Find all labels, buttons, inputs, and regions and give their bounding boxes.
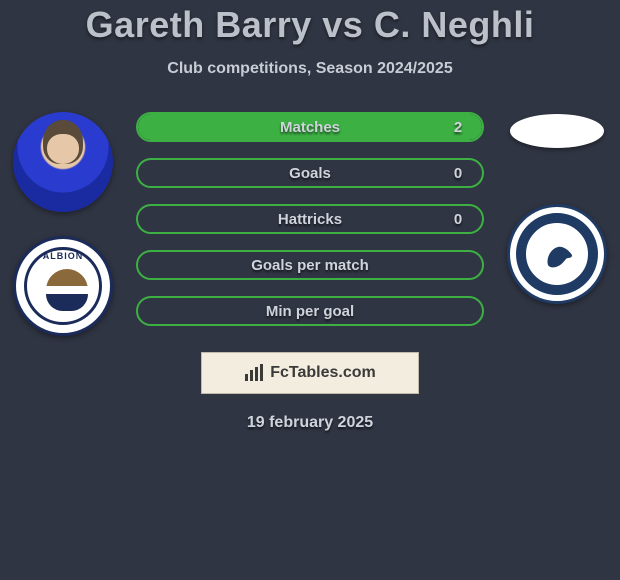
footer-brand-box[interactable]: FcTables.com — [201, 352, 419, 394]
stat-right-value: 0 — [434, 211, 482, 228]
stat-label: Hattricks — [186, 211, 434, 228]
stat-bar-goals: Goals 0 — [136, 158, 484, 188]
stat-label: Goals per match — [186, 257, 434, 274]
bar-chart-icon — [244, 364, 264, 382]
stat-bar-goals-per-match: Goals per match — [136, 250, 484, 280]
albion-badge-text: ALBION — [43, 251, 84, 261]
albion-bird-icon — [46, 269, 88, 311]
right-club-badge — [507, 204, 607, 304]
right-player-avatar-placeholder — [510, 114, 604, 148]
stats-bars: Matches 2 Goals 0 Hattricks 0 Goals per … — [136, 112, 484, 326]
stat-bar-min-per-goal: Min per goal — [136, 296, 484, 326]
stat-bar-hattricks: Hattricks 0 — [136, 204, 484, 234]
main-row: ALBION Matches 2 Goals 0 Hattricks 0 — [0, 112, 620, 336]
footer-brand-text: FcTables.com — [270, 364, 376, 382]
stat-label: Min per goal — [186, 303, 434, 320]
stat-right-value: 0 — [434, 165, 482, 182]
date-line: 19 february 2025 — [0, 414, 620, 432]
right-column — [502, 112, 612, 304]
stat-bar-matches: Matches 2 — [136, 112, 484, 142]
stat-label: Goals — [186, 165, 434, 182]
left-column: ALBION — [8, 112, 118, 336]
left-player-avatar — [13, 112, 113, 212]
millwall-lion-icon — [537, 234, 583, 280]
lion-icon — [542, 239, 578, 275]
comparison-card: Gareth Barry vs C. Neghli Club competiti… — [0, 0, 620, 432]
stat-label: Matches — [186, 119, 434, 136]
left-club-badge: ALBION — [13, 236, 113, 336]
subtitle: Club competitions, Season 2024/2025 — [0, 60, 620, 78]
page-title: Gareth Barry vs C. Neghli — [0, 4, 620, 46]
stat-right-value: 2 — [434, 119, 482, 136]
